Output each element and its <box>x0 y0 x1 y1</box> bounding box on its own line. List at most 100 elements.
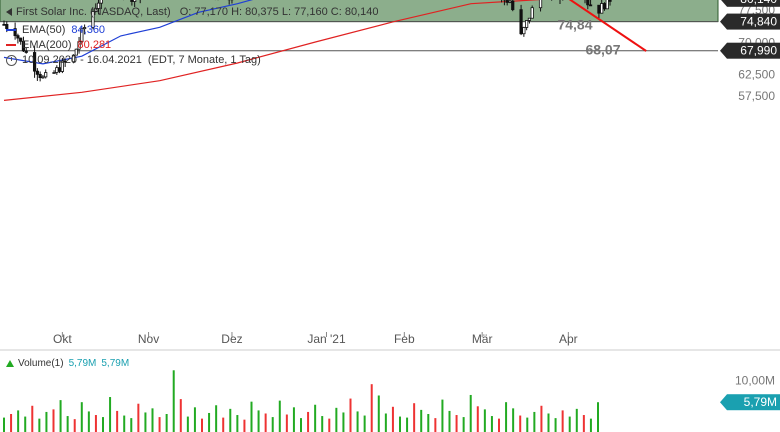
candle-body <box>77 41 81 50</box>
current-price-badge: 80,140 <box>740 0 777 6</box>
volume-bar <box>377 395 380 432</box>
candle-body <box>586 0 590 6</box>
volume-bar <box>363 415 366 432</box>
candle-body <box>24 50 28 53</box>
volume-bar <box>66 416 69 432</box>
volume-bar <box>172 370 175 432</box>
x-tick-label: Nov <box>138 332 159 346</box>
range-label: 10.09.2020 - 16.04.2021 <box>22 54 142 66</box>
ema50-value: 84,360 <box>71 24 106 36</box>
volume-bar <box>52 409 55 432</box>
volume-bar <box>314 404 317 432</box>
volume-bar <box>420 409 423 432</box>
volume-bar <box>321 416 324 432</box>
volume-bar <box>38 418 41 432</box>
volume-bar <box>406 417 409 432</box>
candle-body <box>605 0 609 10</box>
x-axis-band <box>0 340 780 356</box>
volume-bar <box>165 414 168 432</box>
volume-bar <box>80 402 83 432</box>
volume-bar <box>462 417 465 432</box>
volume-bar <box>236 415 239 432</box>
candle-body <box>80 28 84 43</box>
volume-bar <box>328 418 331 432</box>
volume-bar <box>505 402 508 432</box>
clock-icon <box>6 54 17 66</box>
volume-badge: 5,79M <box>744 395 777 409</box>
y-tick-label: 62,500 <box>738 68 775 82</box>
volume-badge-arrow <box>720 394 727 411</box>
volume-bar <box>102 417 104 432</box>
volume-value-2: 5,79M <box>101 358 130 369</box>
volume-bar <box>469 394 472 432</box>
candle-body <box>96 2 101 9</box>
volume-bar <box>243 419 246 432</box>
candle-body <box>74 48 78 56</box>
volume-bar <box>130 418 133 432</box>
volume-bar <box>483 409 486 432</box>
volume-bar <box>94 415 97 432</box>
volume-bar <box>391 406 394 432</box>
volume-bar <box>59 400 62 432</box>
candle-body <box>608 0 612 2</box>
x-tick-label: Jan '21 <box>307 332 346 346</box>
ema200-value: 80,281 <box>77 39 112 51</box>
candle-body <box>52 72 56 74</box>
volume-bar <box>399 416 401 432</box>
ema50-label: EMA(50) <box>22 24 66 36</box>
x-tick-label: Dez <box>221 332 242 346</box>
level-label: 74,84 <box>557 17 592 33</box>
candle-body <box>55 67 59 73</box>
interval-label: (EDT, 7 Monate, 1 Tag) <box>147 54 261 66</box>
volume-bar <box>158 417 161 432</box>
volume-bar <box>215 405 218 432</box>
volume-bar <box>561 410 564 432</box>
volume-bar <box>434 418 437 432</box>
ema50-line <box>3 0 254 65</box>
collapse-arrow-icon[interactable] <box>6 8 12 17</box>
volume-bar <box>285 414 288 432</box>
volume-bar <box>31 405 34 432</box>
candle-body <box>530 7 534 19</box>
volume-legend: Volume(1) 5,79M 5,79M <box>6 358 129 369</box>
candle-body <box>63 60 67 63</box>
candle-body <box>5 24 9 29</box>
volume-bar <box>349 398 352 432</box>
volume-bar <box>144 412 147 432</box>
candle-body <box>511 0 515 11</box>
volume-bar <box>151 408 154 432</box>
current-price-badge-bg <box>727 0 780 7</box>
volume-bar <box>278 400 281 432</box>
volume-badge-bg <box>727 394 780 411</box>
volume-bar <box>257 410 260 432</box>
volume-bar <box>300 418 302 432</box>
candle-body <box>2 23 6 26</box>
volume-bar <box>250 401 253 432</box>
level-badge-arrow <box>720 13 727 30</box>
level-badge-bg <box>727 42 780 59</box>
candle-body <box>83 27 87 30</box>
candle-body <box>508 0 512 3</box>
volume-bar <box>498 418 500 432</box>
volume-bar <box>427 414 430 432</box>
candle-body <box>21 40 26 52</box>
volume-bar <box>208 412 211 432</box>
level-badge-bg <box>727 13 780 30</box>
ema50-swatch <box>6 29 16 32</box>
volume-bar <box>271 417 274 432</box>
current-price-badge-arrow <box>721 0 727 7</box>
candle-body <box>522 27 526 35</box>
candle-body <box>602 3 607 10</box>
volume-bar <box>490 416 493 432</box>
ema200-label: EMA(200) <box>22 39 72 51</box>
volume-bar <box>554 418 557 432</box>
volume-bar <box>342 412 345 432</box>
volume-bar <box>384 413 387 432</box>
ema50-legend: EMA(50) 84,360 <box>6 24 105 36</box>
volume-bar <box>17 410 20 432</box>
volume-bar <box>547 413 550 432</box>
volume-bar <box>10 414 13 432</box>
level-badge: 74,840 <box>740 15 777 29</box>
volume-bar <box>264 413 267 432</box>
